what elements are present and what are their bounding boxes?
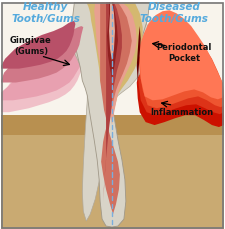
Polygon shape	[103, 2, 122, 201]
Polygon shape	[140, 10, 224, 100]
Polygon shape	[1, 35, 87, 112]
Polygon shape	[139, 17, 224, 108]
Polygon shape	[1, 35, 86, 100]
Polygon shape	[100, 2, 132, 214]
Polygon shape	[137, 26, 141, 82]
Polygon shape	[72, 2, 150, 227]
Polygon shape	[137, 31, 224, 127]
Text: Periodontal
Pocket: Periodontal Pocket	[157, 43, 212, 63]
Polygon shape	[1, 115, 224, 135]
Polygon shape	[109, 2, 115, 61]
Text: Healthy
Tooth/Gums: Healthy Tooth/Gums	[11, 3, 80, 24]
Polygon shape	[138, 25, 224, 115]
Polygon shape	[94, 2, 137, 125]
Polygon shape	[82, 76, 105, 221]
Polygon shape	[107, 2, 118, 79]
Polygon shape	[82, 2, 143, 118]
Polygon shape	[1, 26, 83, 82]
Text: Diseased
Tooth/Gums: Diseased Tooth/Gums	[140, 3, 209, 24]
Text: Inflammation: Inflammation	[151, 108, 214, 117]
Polygon shape	[1, 125, 224, 229]
Text: Gingivae
(Gums): Gingivae (Gums)	[10, 36, 52, 56]
Polygon shape	[1, 21, 75, 69]
Polygon shape	[72, 2, 150, 99]
